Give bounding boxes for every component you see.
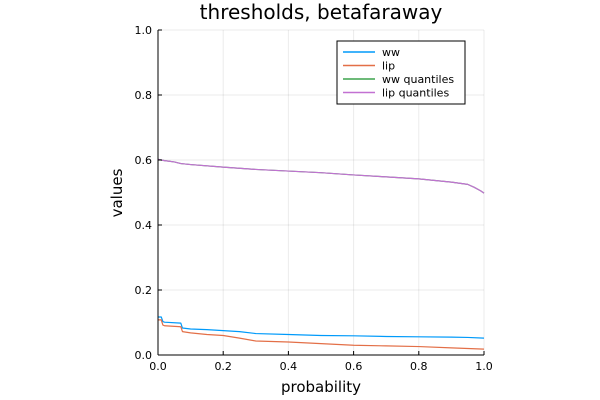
x-tick-label: 0.6 [345, 360, 363, 373]
series-line-3 [157, 158, 485, 194]
x-tick-label: 1.0 [475, 360, 493, 373]
x-tick-label: 0.4 [280, 360, 298, 373]
y-tick-label: 0.0 [135, 349, 153, 362]
x-tick-label: 0.8 [410, 360, 428, 373]
x-tick-label: 0.0 [149, 360, 167, 373]
series-line-1 [158, 316, 485, 339]
y-axis-label: values [108, 168, 126, 217]
y-tick-label: 0.6 [135, 154, 153, 167]
plot-lines [157, 158, 485, 350]
series-line-2 [158, 319, 485, 350]
ticks: 0.0 0.2 0.4 0.6 0.8 1.0 0.0 0.2 0.4 0.6 0.8 1.0 [135, 24, 493, 373]
legend-label: lip quantiles [382, 87, 449, 100]
x-tick-label: 0.2 [214, 360, 232, 373]
y-tick-label: 0.8 [135, 89, 153, 102]
y-tick-label: 0.4 [135, 219, 153, 232]
y-tick-label: 1.0 [135, 24, 153, 37]
y-tick-label: 0.2 [135, 284, 153, 297]
legend-label: ww quantiles [382, 73, 454, 86]
axes [157, 30, 484, 356]
chart-title: thresholds, betafaraway [200, 0, 443, 24]
legend-label: ww [382, 46, 400, 59]
legend-label: lip [382, 60, 395, 73]
x-axis-label: probability [281, 378, 361, 396]
series-line-4 [157, 158, 485, 194]
